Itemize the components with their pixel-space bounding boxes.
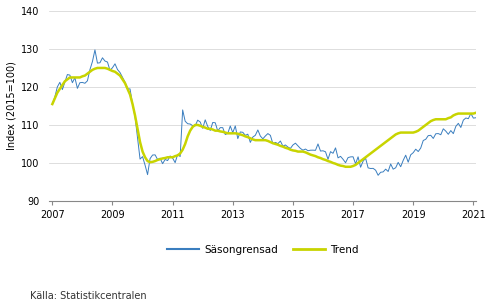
Text: Källa: Statistikcentralen: Källa: Statistikcentralen xyxy=(30,291,146,301)
Y-axis label: Index (2015=100): Index (2015=100) xyxy=(7,61,17,150)
Legend: Säsongrensad, Trend: Säsongrensad, Trend xyxy=(163,240,362,259)
